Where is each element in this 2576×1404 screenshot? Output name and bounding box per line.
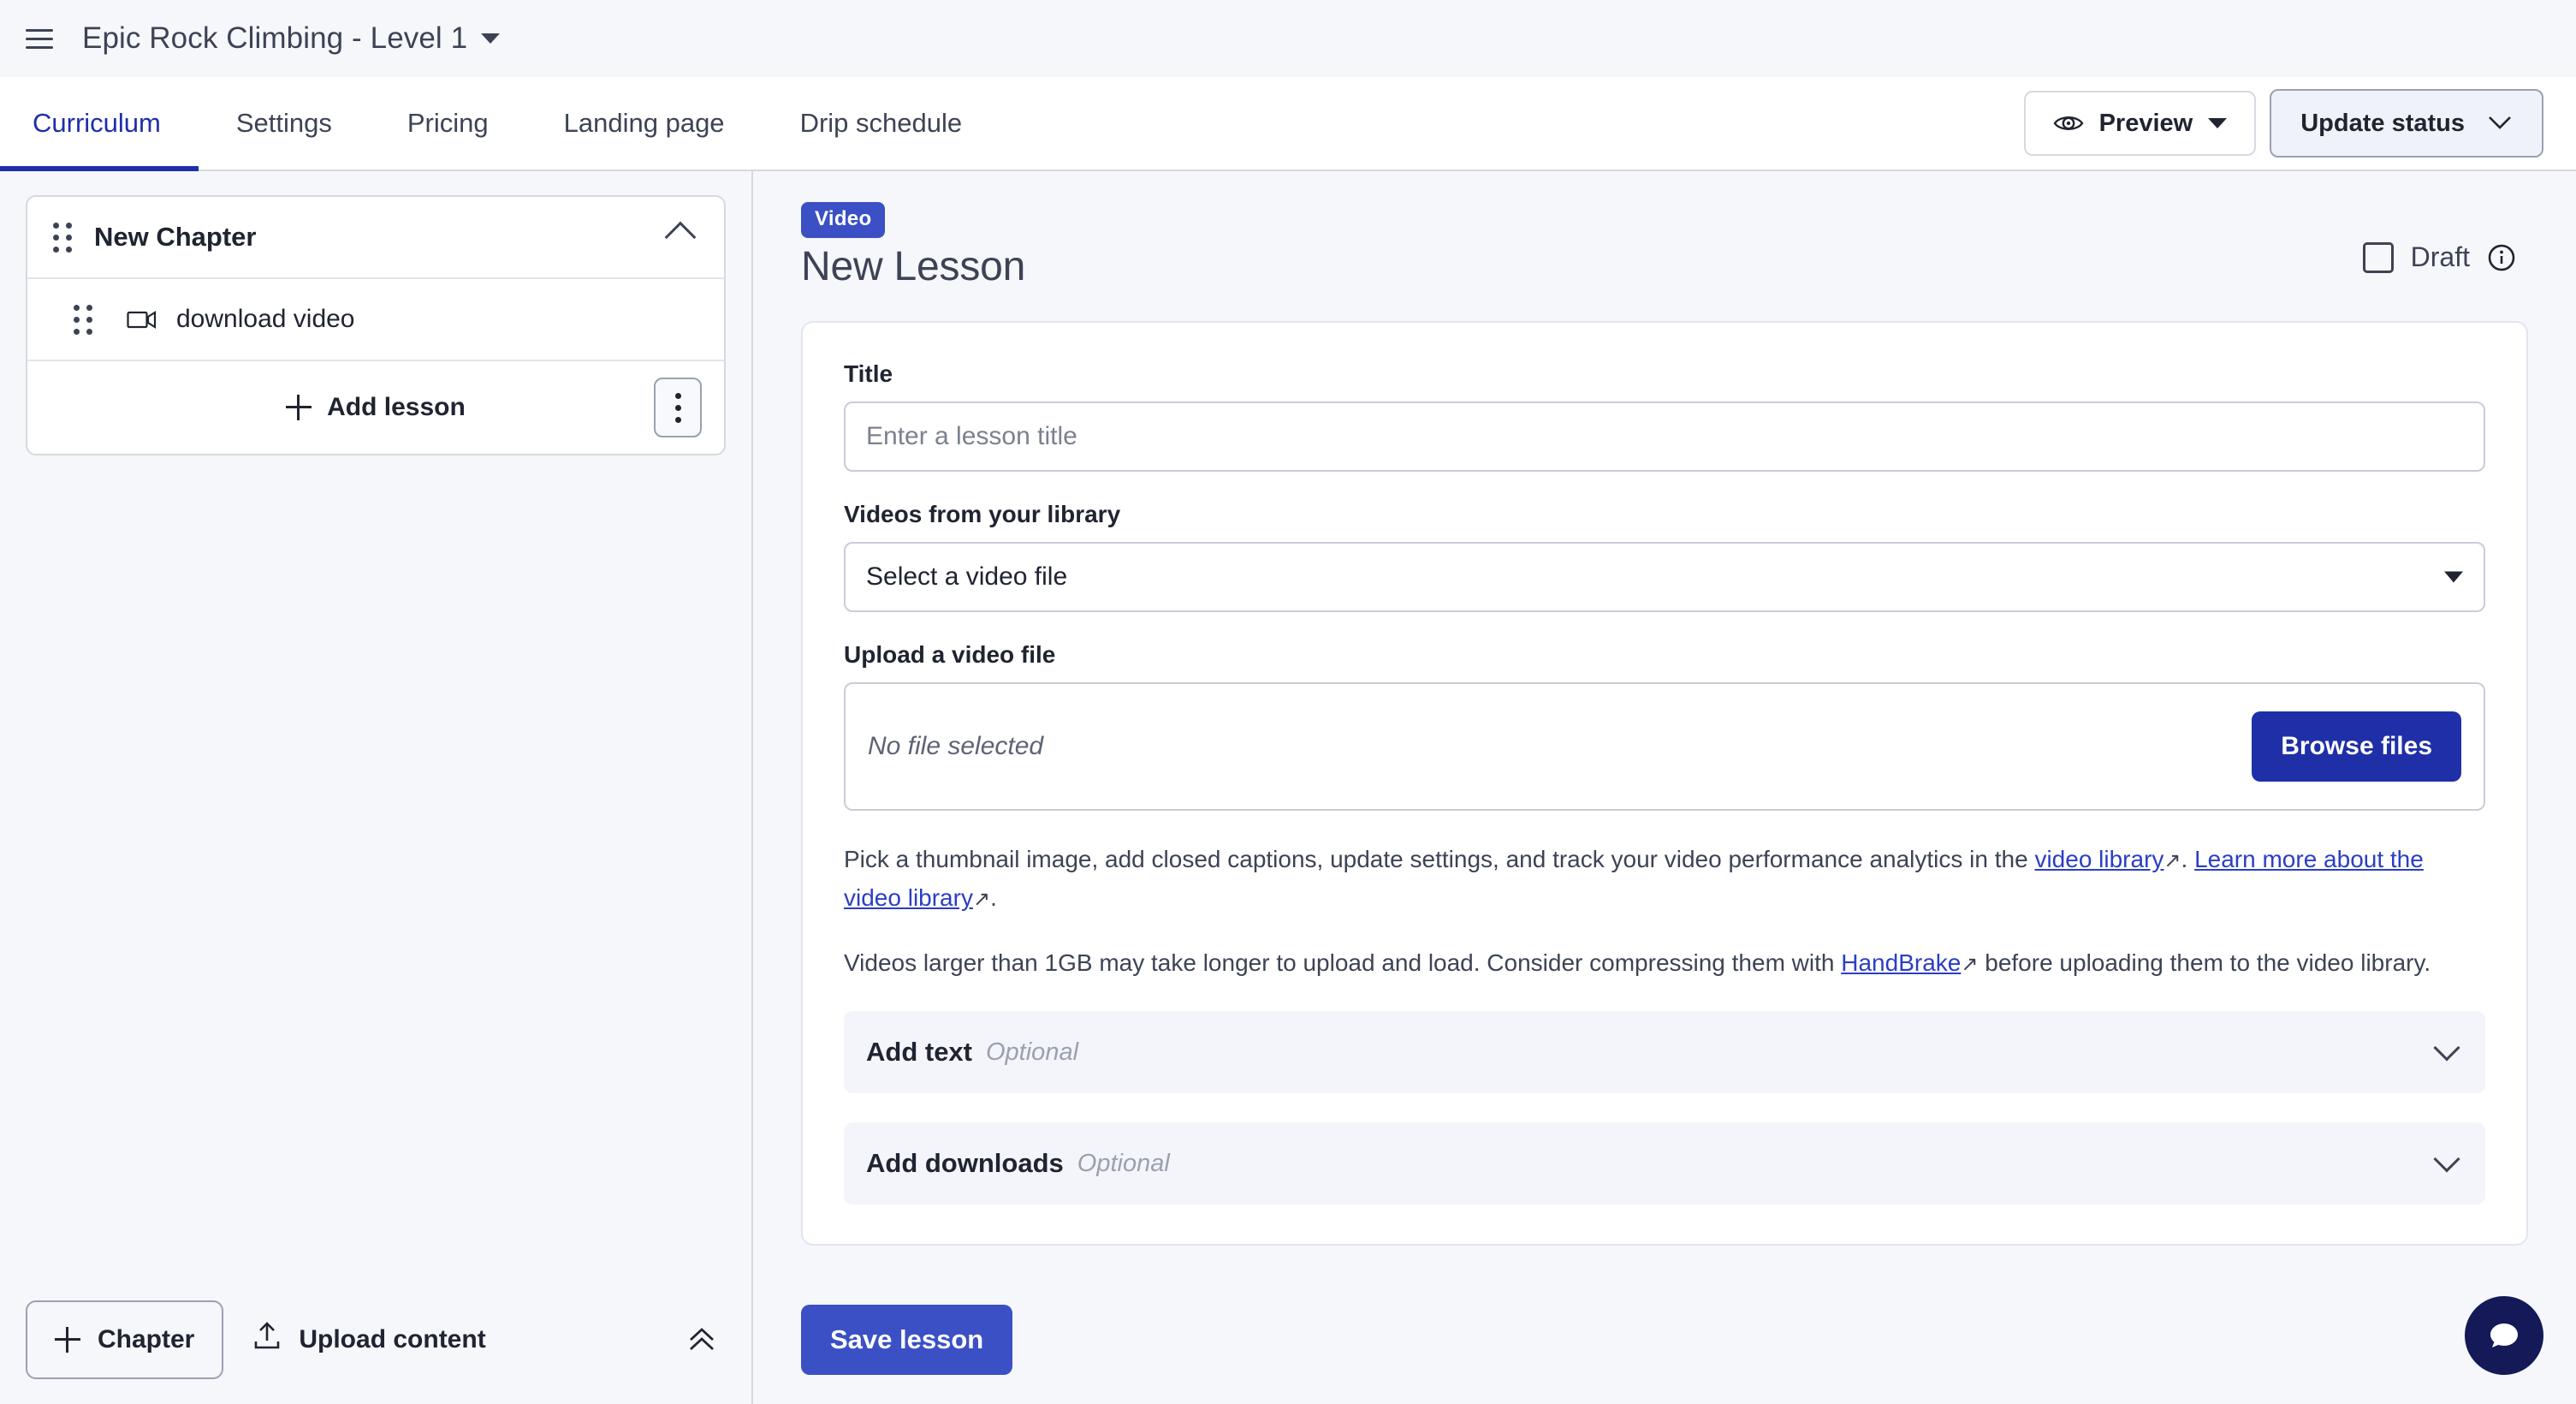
lesson-editor-footer: Save lesson (753, 1276, 2576, 1404)
preview-label: Preview (2098, 109, 2193, 137)
chevron-down-icon (2487, 110, 2513, 138)
chevron-down-icon (2208, 118, 2228, 128)
title-field-group: Title (844, 360, 2485, 472)
chapter-header[interactable]: New Chapter (27, 197, 724, 279)
accordion-label: Add downloads (866, 1148, 1064, 1179)
add-chapter-button[interactable]: Chapter (26, 1300, 224, 1379)
chevron-down-icon (481, 33, 501, 44)
info-icon[interactable] (2487, 243, 2516, 272)
lesson-title: New Lesson (801, 244, 1026, 289)
chapter-name: New Chapter (94, 222, 257, 252)
add-chapter-label: Chapter (98, 1325, 195, 1353)
browse-files-button[interactable]: Browse files (2252, 711, 2461, 782)
upload-icon (252, 1321, 282, 1359)
upload-video-group: Upload a video file No file selected Bro… (844, 641, 2485, 811)
accordion-optional-tag: Optional (986, 1038, 1079, 1066)
add-lesson-button[interactable]: Add lesson (286, 393, 466, 422)
curriculum-sidebar: New Chapter download video (0, 171, 753, 1404)
hamburger-icon[interactable] (26, 21, 60, 56)
preview-button[interactable]: Preview (2023, 91, 2257, 156)
chevrons-up-icon[interactable] (678, 1316, 726, 1364)
lesson-form-card: Title Videos from your library Select a … (801, 321, 2528, 1246)
upload-content-label: Upload content (299, 1325, 486, 1353)
upload-video-label: Upload a video file (844, 641, 1056, 668)
plus-icon (55, 1327, 80, 1353)
selected-file-name: No file selected (868, 732, 1044, 760)
accordion-add-text[interactable]: Add text Optional (844, 1011, 2485, 1094)
header-actions: Preview Update status (2023, 89, 2543, 158)
video-library-label: Videos from your library (844, 501, 1121, 527)
drag-handle-icon[interactable] (53, 223, 75, 253)
eye-icon (2053, 112, 2084, 134)
help-text-part: Pick a thumbnail image, add closed capti… (844, 846, 2035, 872)
help-text-part: Videos larger than 1GB may take longer t… (844, 949, 1842, 976)
lesson-editor: Video New Lesson Draft (753, 171, 2576, 1404)
external-link-icon: ↗ (1961, 952, 1979, 976)
tab-list: Curriculum Settings Pricing Landing page… (0, 77, 1000, 171)
chevron-down-icon (2433, 1034, 2460, 1062)
video-library-select-wrap: Select a video file (844, 542, 2485, 612)
accordion-optional-tag: Optional (1077, 1149, 1170, 1177)
upload-content-button[interactable]: Upload content (252, 1321, 486, 1359)
draft-toggle-group: Draft (2362, 241, 2528, 273)
chat-bubble-icon[interactable] (2465, 1296, 2543, 1375)
tab-bar: Curriculum Settings Pricing Landing page… (0, 77, 2576, 171)
add-lesson-label: Add lesson (327, 393, 466, 421)
update-status-button[interactable]: Update status (2270, 89, 2543, 158)
draft-checkbox[interactable] (2362, 241, 2394, 273)
add-lesson-row: Add lesson (27, 361, 724, 454)
video-library-group: Videos from your library Select a video … (844, 501, 2485, 612)
external-link-icon: ↗ (2163, 849, 2181, 872)
external-link-icon: ↗ (972, 888, 991, 912)
update-status-label: Update status (2300, 109, 2465, 137)
chapter-list: New Chapter download video (0, 171, 751, 1276)
drag-handle-icon[interactable] (74, 305, 96, 335)
video-camera-icon (127, 308, 159, 330)
title-label: Title (844, 360, 893, 387)
video-library-link[interactable]: video library (2034, 846, 2164, 872)
status-badge: Video (801, 202, 886, 238)
accordion-label: Add text (866, 1037, 972, 1068)
plus-icon (286, 395, 312, 420)
video-size-help-text: Videos larger than 1GB may take longer t… (844, 943, 2485, 982)
learn-more-video-library-link[interactable]: Learn more about the video library (844, 846, 2424, 912)
lesson-title-input[interactable] (844, 402, 2485, 472)
chevron-down-icon (2433, 1145, 2460, 1173)
save-lesson-button[interactable]: Save lesson (801, 1305, 1013, 1375)
accordion-add-downloads[interactable]: Add downloads Optional (844, 1122, 2485, 1205)
file-dropzone[interactable]: No file selected Browse files (844, 682, 2485, 811)
tab-landing-page[interactable]: Landing page (563, 108, 725, 138)
page-title: Epic Rock Climbing - Level 1 (82, 21, 468, 55)
lesson-header: Video New Lesson Draft (801, 202, 2528, 290)
draft-label: Draft (2410, 241, 2470, 272)
help-text-part: . (990, 884, 997, 912)
tab-settings[interactable]: Settings (235, 108, 332, 138)
kebab-menu-icon[interactable] (654, 378, 702, 437)
lesson-editor-body: Video New Lesson Draft (753, 171, 2576, 1276)
top-bar: Epic Rock Climbing - Level 1 (0, 0, 2576, 77)
tab-drip-schedule[interactable]: Drip schedule (799, 108, 963, 138)
video-library-select[interactable]: Select a video file (844, 542, 2485, 612)
handbrake-link[interactable]: HandBrake (1841, 949, 1962, 976)
sidebar-footer: Chapter Upload content (0, 1276, 751, 1404)
help-text-part: before uploading them to the video libra… (1978, 949, 2431, 976)
main-layout: New Chapter download video (0, 171, 2576, 1404)
list-item[interactable]: download video (27, 279, 724, 361)
help-text-part: . (2181, 846, 2195, 872)
chapter-card: New Chapter download video (26, 195, 726, 455)
tab-pricing[interactable]: Pricing (407, 108, 489, 138)
course-title-dropdown[interactable]: Epic Rock Climbing - Level 1 (82, 21, 501, 56)
tab-curriculum[interactable]: Curriculum (0, 77, 199, 171)
lesson-name: download video (176, 305, 355, 333)
chevron-up-icon[interactable] (664, 221, 697, 253)
video-library-help-text: Pick a thumbnail image, add closed capti… (844, 840, 2485, 918)
